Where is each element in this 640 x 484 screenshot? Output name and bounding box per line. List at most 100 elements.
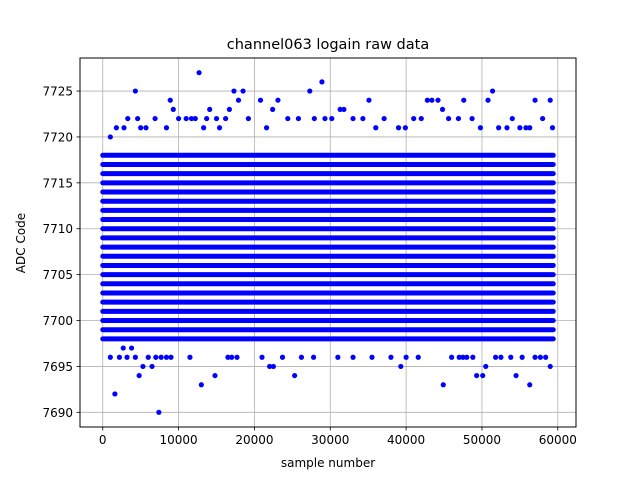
data-point bbox=[547, 363, 553, 370]
data-point bbox=[279, 354, 286, 360]
x-tick-label: 50000 bbox=[463, 433, 501, 447]
data-point bbox=[373, 125, 379, 131]
data-point bbox=[429, 97, 435, 103]
data-point bbox=[270, 106, 276, 113]
data-point bbox=[132, 354, 138, 360]
data-point bbox=[532, 354, 538, 360]
data-point bbox=[128, 345, 135, 351]
data-point bbox=[234, 354, 240, 360]
data-point bbox=[124, 354, 130, 360]
data-point bbox=[461, 97, 467, 103]
data-point bbox=[366, 97, 372, 103]
data-point bbox=[485, 97, 491, 103]
data-point bbox=[470, 354, 476, 360]
data-point bbox=[415, 354, 421, 360]
data-point bbox=[464, 354, 470, 360]
data-point bbox=[508, 354, 514, 360]
data-point bbox=[231, 88, 237, 94]
data-point bbox=[445, 115, 452, 122]
data-point bbox=[175, 115, 182, 122]
y-tick-label: 7725 bbox=[42, 85, 73, 99]
data-point bbox=[532, 97, 538, 103]
data-point bbox=[519, 354, 525, 360]
data-point bbox=[292, 372, 298, 379]
data-point bbox=[509, 115, 515, 122]
data-point bbox=[493, 354, 499, 360]
x-tick-label: 60000 bbox=[539, 433, 577, 447]
chart-title: channel063 logain raw data bbox=[227, 37, 429, 53]
data-point bbox=[460, 354, 466, 360]
data-point bbox=[113, 125, 120, 131]
x-axis-label: sample number bbox=[281, 456, 375, 470]
x-tick-label: 20000 bbox=[235, 433, 273, 447]
data-point bbox=[275, 97, 281, 103]
data-point bbox=[229, 354, 235, 360]
data-point bbox=[310, 354, 317, 360]
data-point bbox=[201, 125, 207, 131]
data-point bbox=[223, 115, 229, 122]
data-point bbox=[369, 354, 375, 360]
data-point bbox=[322, 115, 328, 122]
data-point bbox=[235, 97, 242, 103]
data-point bbox=[403, 354, 409, 360]
data-point bbox=[337, 106, 343, 113]
data-point bbox=[163, 354, 170, 360]
data-point bbox=[549, 125, 556, 131]
data-point bbox=[145, 354, 151, 360]
data-point bbox=[259, 354, 265, 360]
data-point bbox=[537, 354, 543, 360]
data-point bbox=[112, 391, 118, 397]
data-point bbox=[207, 106, 213, 113]
x-tick-label: 40000 bbox=[387, 433, 425, 447]
data-point bbox=[295, 115, 302, 122]
data-point bbox=[513, 372, 519, 379]
data-point bbox=[424, 97, 430, 103]
data-points bbox=[107, 70, 556, 415]
data-point bbox=[135, 115, 141, 122]
data-point bbox=[136, 372, 142, 379]
data-point bbox=[381, 115, 387, 122]
data-point bbox=[107, 134, 113, 140]
data-point bbox=[285, 115, 291, 122]
data-point bbox=[198, 382, 204, 388]
data-point bbox=[240, 88, 246, 94]
data-point bbox=[483, 363, 489, 370]
y-tick-label: 7700 bbox=[42, 314, 73, 328]
data-point bbox=[116, 354, 123, 360]
data-point bbox=[107, 354, 113, 360]
data-point bbox=[213, 115, 220, 122]
y-tick-label: 7705 bbox=[42, 268, 73, 282]
data-point bbox=[440, 382, 446, 388]
data-point bbox=[263, 125, 270, 131]
data-point bbox=[307, 88, 313, 94]
data-point bbox=[456, 354, 462, 360]
data-point bbox=[439, 106, 446, 113]
data-point bbox=[138, 125, 144, 131]
data-point bbox=[388, 354, 394, 360]
data-point bbox=[167, 97, 173, 103]
data-point bbox=[170, 106, 176, 113]
y-tick-label: 7720 bbox=[42, 130, 73, 144]
data-point bbox=[402, 125, 408, 131]
data-point bbox=[449, 354, 455, 360]
data-point bbox=[504, 125, 510, 131]
data-point bbox=[245, 115, 251, 122]
data-point bbox=[329, 115, 335, 122]
y-axis-label: ADC Code bbox=[14, 213, 28, 273]
data-point bbox=[311, 115, 317, 122]
data-point bbox=[140, 363, 146, 370]
y-tick-label: 7710 bbox=[42, 222, 73, 236]
data-point bbox=[267, 363, 273, 370]
dense-data-band bbox=[100, 152, 556, 342]
plot-frame bbox=[79, 57, 577, 428]
y-tick-label: 7715 bbox=[42, 176, 73, 190]
data-point bbox=[517, 125, 523, 131]
data-point bbox=[257, 97, 264, 103]
data-point bbox=[163, 125, 170, 131]
data-point bbox=[120, 345, 126, 351]
data-point bbox=[480, 372, 486, 379]
x-tick-label: 30000 bbox=[311, 433, 349, 447]
data-point bbox=[153, 354, 159, 360]
data-point bbox=[188, 115, 195, 122]
x-tick-label: 0 bbox=[99, 433, 107, 447]
